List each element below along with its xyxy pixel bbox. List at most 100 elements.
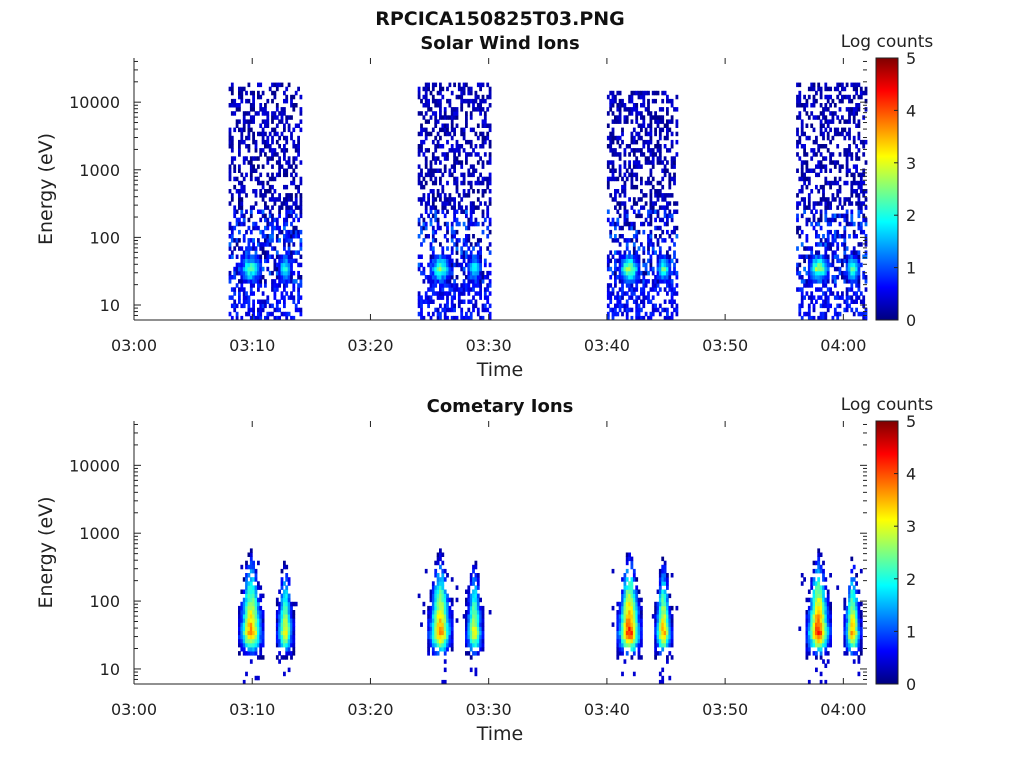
spectrogram-cell: [805, 238, 809, 243]
spectrogram-cell: [807, 679, 811, 685]
spectrogram-cell: [240, 90, 244, 96]
spectrogram-cell: [663, 258, 667, 264]
spectrogram-cell: [443, 630, 447, 636]
spectrogram-cell: [651, 283, 655, 288]
spectrogram-cell: [254, 156, 258, 161]
spectrogram-cell: [467, 315, 471, 321]
spectrogram-cell: [434, 630, 438, 636]
spectrogram-cell: [271, 311, 274, 317]
spectrogram-cell: [266, 111, 270, 116]
spectrogram-cell: [815, 266, 818, 272]
spectrogram-cell: [233, 266, 237, 272]
spectrogram-cell: [481, 209, 485, 214]
spectrogram-cell: [658, 638, 662, 644]
spectrogram-cell: [434, 614, 438, 619]
spectrogram-cell: [297, 234, 300, 239]
spectrogram-cell: [649, 193, 653, 198]
spectrogram-cell: [819, 651, 823, 656]
spectrogram-cell: [462, 82, 466, 88]
spectrogram-cell: [635, 164, 639, 169]
spectrogram-cell: [621, 303, 624, 309]
spectrogram-cell: [472, 221, 475, 227]
spectrogram-cell: [249, 229, 253, 235]
spectrogram-cell: [838, 107, 842, 112]
spectrogram-cell: [259, 638, 263, 644]
spectrogram-cell: [483, 189, 487, 194]
spectrogram-cell: [859, 209, 863, 214]
spectrogram-cell: [618, 303, 622, 309]
spectrogram-cell: [666, 254, 669, 259]
spectrogram-cell: [666, 630, 669, 636]
spectrogram-cell: [278, 135, 281, 141]
spectrogram-cell: [656, 638, 660, 644]
spectrogram-cell: [287, 630, 291, 636]
spectrogram-cell: [805, 164, 809, 169]
spectrogram-cell: [850, 275, 854, 280]
spectrogram-cell: [242, 679, 246, 685]
spectrogram-cell: [299, 209, 303, 214]
spectrogram-cell: [242, 622, 246, 627]
spectrogram-cell: [479, 86, 482, 92]
spectrogram-cell: [257, 610, 260, 615]
spectrogram-cell: [429, 217, 433, 223]
spectrogram-cell: [479, 597, 482, 603]
spectrogram-cell: [283, 311, 286, 317]
spectrogram-cell: [240, 610, 244, 615]
spectrogram-cell: [455, 258, 459, 264]
spectrogram-cell: [663, 634, 667, 640]
spectrogram-cell: [467, 246, 471, 251]
spectrogram-cell: [632, 209, 636, 214]
spectrogram-cell: [434, 217, 438, 223]
spectrogram-cell: [427, 201, 430, 206]
spectrogram-cell: [817, 601, 821, 607]
spectrogram-cell: [275, 630, 279, 636]
spectrogram-cell: [668, 234, 672, 239]
spectrogram-cell: [621, 225, 624, 231]
spectrogram-cell: [292, 176, 296, 182]
spectrogram-cell: [635, 287, 639, 292]
spectrogram-cell: [257, 605, 260, 611]
spectrogram-cell: [486, 287, 490, 292]
spectrogram-cell: [280, 568, 284, 574]
spectrogram-cell: [240, 601, 244, 607]
spectrogram-cell: [810, 246, 814, 251]
spectrogram-cell: [668, 614, 672, 619]
spectrogram-cell: [297, 139, 300, 145]
spectrogram-cell: [280, 107, 284, 112]
spectrogram-cell: [640, 638, 643, 644]
spectrogram-cell: [257, 560, 260, 566]
spectrogram-cell: [273, 111, 277, 116]
spectrogram-cell: [271, 279, 274, 284]
spectrogram-cell: [252, 593, 255, 599]
spectrogram-cell: [623, 201, 627, 206]
spectrogram-cell: [623, 638, 627, 644]
spectrogram-cell: [819, 242, 823, 247]
spectrogram-cell: [259, 103, 263, 108]
spectrogram-cell: [446, 630, 449, 636]
spectrogram-cell: [656, 622, 660, 627]
spectrogram-cell: [436, 585, 440, 590]
spectrogram-cell: [838, 90, 842, 96]
spectrogram-cell: [632, 262, 636, 268]
spectrogram-cell: [609, 275, 613, 280]
spectrogram-cell: [465, 242, 468, 247]
spectrogram-cell: [649, 234, 653, 239]
spectrogram-cell: [417, 234, 421, 239]
spectrogram-cell: [292, 315, 296, 321]
spectrogram-cell: [254, 626, 258, 631]
spectrogram-cell: [807, 176, 811, 182]
spectrogram-cell: [247, 581, 251, 586]
spectrogram-cell: [819, 266, 823, 272]
x-tick-label: 03:20: [347, 700, 393, 719]
spectrogram-cell: [439, 82, 442, 88]
spectrogram-cell: [807, 642, 811, 648]
spectrogram-cell: [486, 307, 490, 313]
spectrogram-cell: [240, 262, 244, 268]
spectrogram-cell: [242, 262, 246, 268]
spectrogram-cell: [434, 275, 438, 280]
spectrogram-cell: [796, 94, 799, 100]
spectrogram-cell: [850, 180, 854, 186]
spectrogram-cell: [259, 262, 263, 268]
spectrogram-cell: [240, 197, 244, 202]
spectrogram-cell: [630, 589, 634, 594]
